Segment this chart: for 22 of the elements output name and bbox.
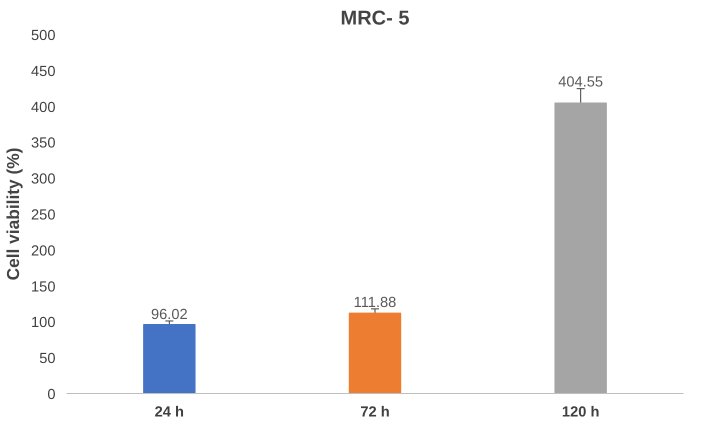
chart-title: MRC- 5 <box>340 8 410 30</box>
bar <box>143 324 196 394</box>
y-tick-label: 300 <box>31 172 56 188</box>
y-tick-label: 400 <box>31 100 56 116</box>
y-tick-label: 150 <box>31 279 56 296</box>
data-label: 404.55 <box>558 74 604 91</box>
bar <box>348 312 402 394</box>
y-tick-label: 350 <box>31 136 56 152</box>
y-tick-label: 100 <box>31 315 56 332</box>
bar <box>554 102 607 394</box>
data-label: 111.88 <box>354 294 396 311</box>
x-tick-label: 24 h <box>154 404 184 420</box>
x-tick-label: 120 h <box>562 404 600 420</box>
y-tick-label: 50 <box>39 351 56 368</box>
y-tick-label: 0 <box>47 387 56 403</box>
data-label: 96.02 <box>150 306 188 323</box>
y-tick-label: 450 <box>31 64 56 80</box>
y-tick-label: 250 <box>31 208 56 224</box>
y-tick-label: 500 <box>31 28 56 44</box>
x-tick-label: 72 h <box>360 404 390 420</box>
y-axis-title: Cell viability (%) <box>3 148 24 280</box>
y-tick-label: 200 <box>31 243 56 260</box>
